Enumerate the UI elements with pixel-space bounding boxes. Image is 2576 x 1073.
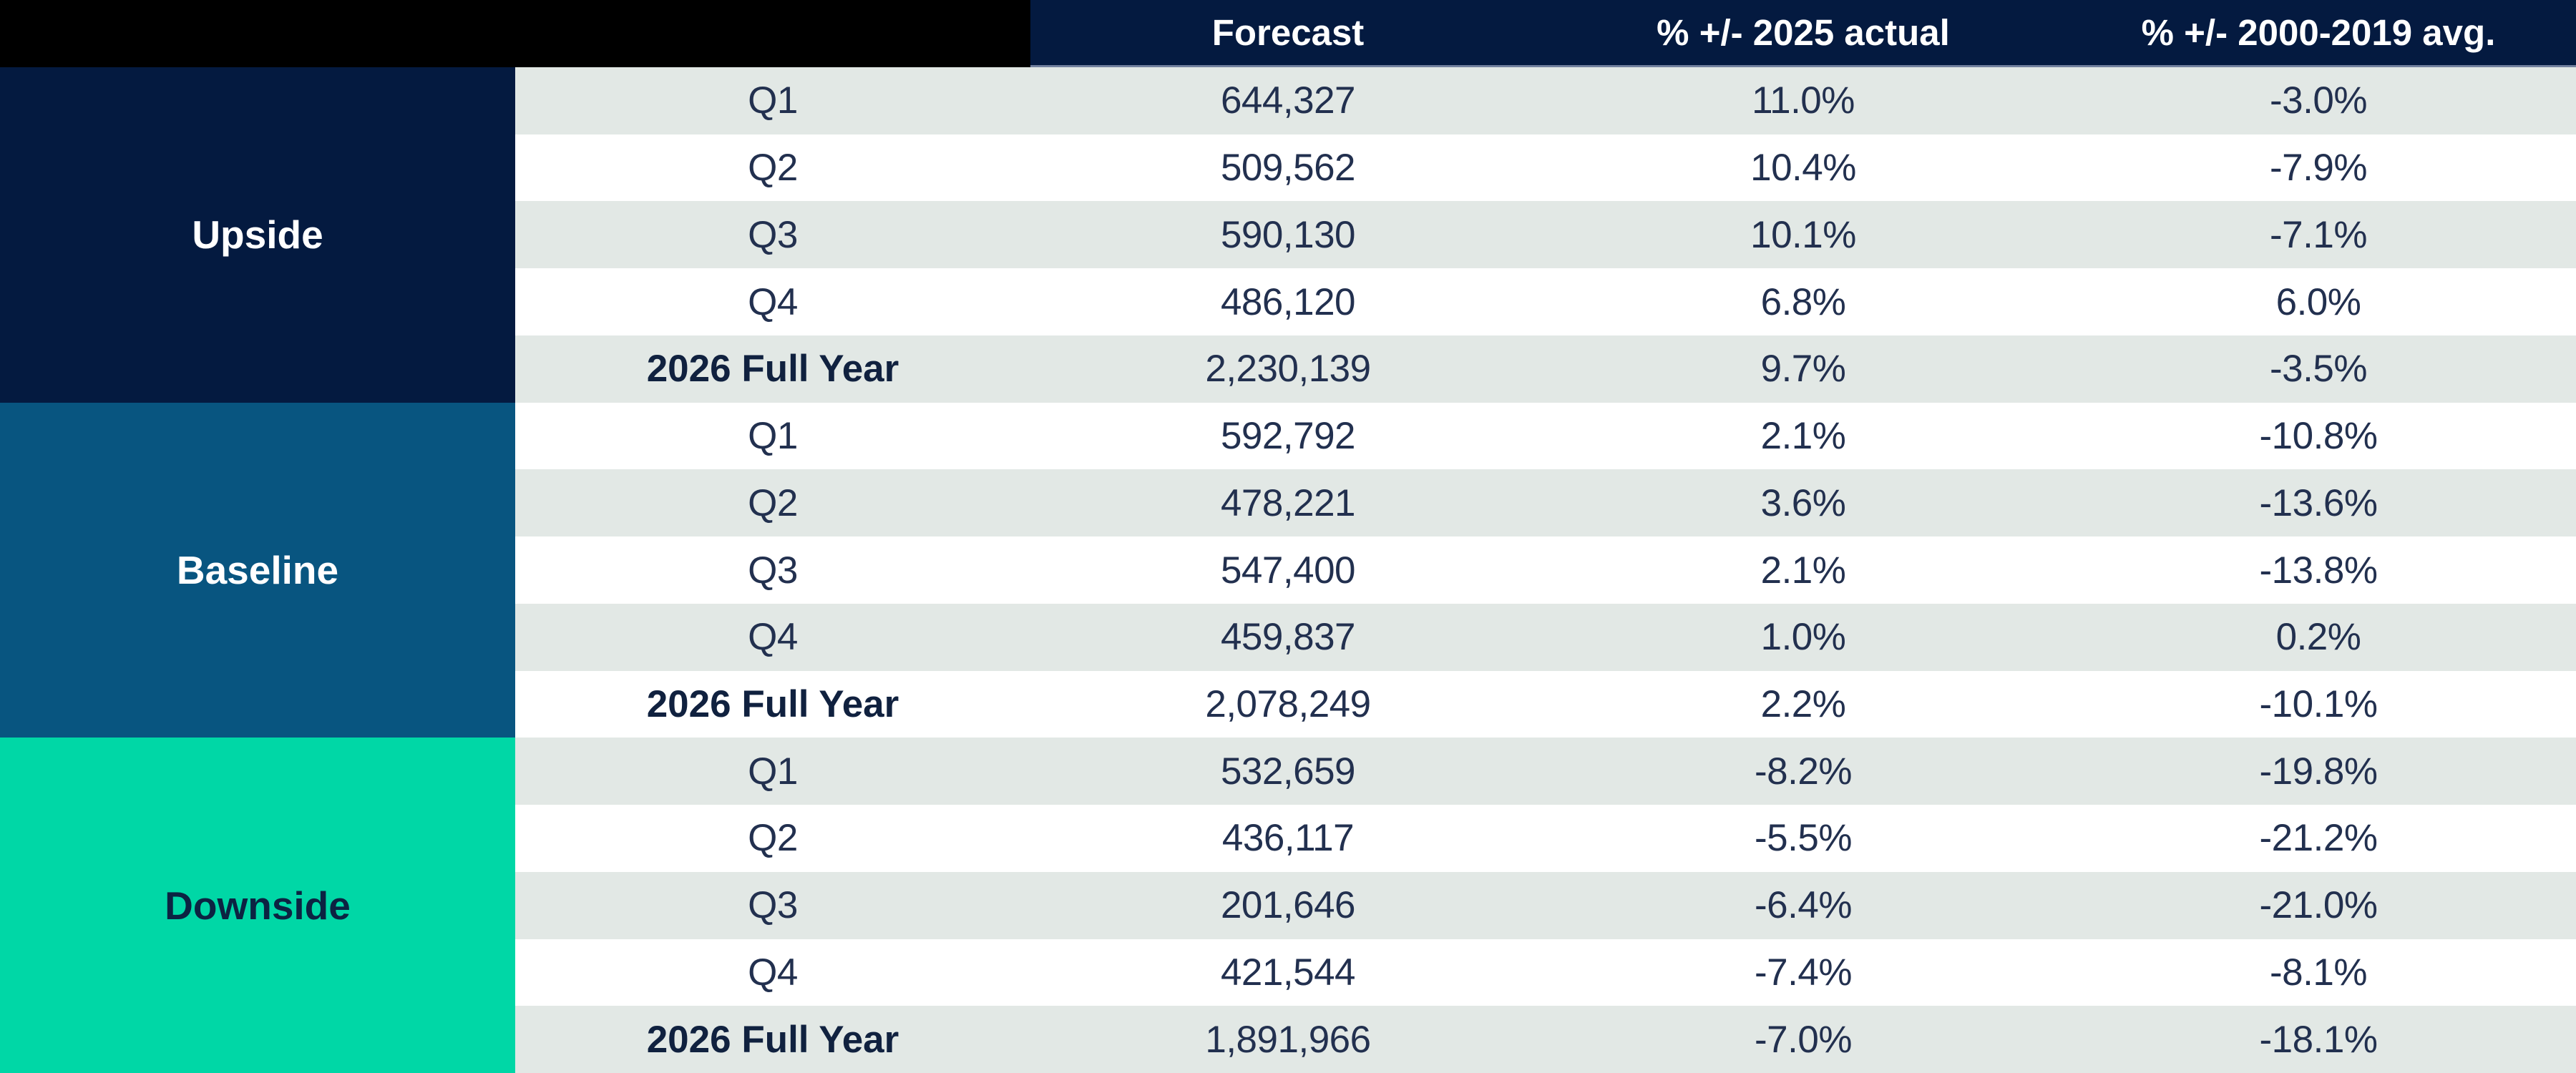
pct-vs-2025-cell: -6.4% — [1755, 884, 1852, 927]
pct-vs-avg-cell: -7.1% — [2270, 213, 2367, 256]
pct-vs-2025-cell: 9.7% — [1760, 348, 1846, 391]
scenario-label-downside: Downside — [0, 738, 515, 1073]
table-row: Q1 532,659 -8.2% -19.8% — [515, 738, 2576, 805]
period-cell: Q2 — [748, 817, 798, 860]
forecast-cell: 421,544 — [1220, 951, 1356, 994]
scenario-label-column: Upside Baseline Downside — [0, 67, 515, 1073]
table-row: Q3 201,646 -6.4% -21.0% — [515, 871, 2576, 939]
pct-vs-avg-cell: -3.5% — [2270, 348, 2367, 391]
forecast-cell: 459,837 — [1220, 616, 1356, 659]
forecast-cell: 1,891,966 — [1205, 1018, 1371, 1061]
forecast-cell: 590,130 — [1220, 213, 1356, 256]
period-cell: Q3 — [748, 213, 798, 256]
pct-vs-avg-cell: -19.8% — [2259, 750, 2378, 793]
table-header-row: Forecast % +/- 2025 actual % +/- 2000-20… — [0, 0, 2576, 67]
period-cell: 2026 Full Year — [646, 682, 899, 725]
forecast-cell: 201,646 — [1220, 884, 1356, 927]
forecast-cell: 592,792 — [1220, 415, 1356, 458]
period-cell: Q4 — [748, 951, 798, 994]
pct-vs-avg-cell: -21.2% — [2259, 817, 2378, 860]
table-row: 2026 Full Year 2,230,139 9.7% -3.5% — [515, 335, 2576, 403]
pct-vs-2025-cell: 6.8% — [1760, 280, 1846, 323]
table-row: Q1 592,792 2.1% -10.8% — [515, 402, 2576, 470]
pct-vs-avg-cell: -10.1% — [2259, 682, 2378, 725]
period-cell: Q2 — [748, 147, 798, 190]
table-row: Q2 436,117 -5.5% -21.2% — [515, 805, 2576, 872]
forecast-cell: 547,400 — [1220, 549, 1356, 592]
column-header-pct-vs-2000-2019-avg: % +/- 2000-2019 avg. — [2061, 0, 2576, 67]
pct-vs-avg-cell: -7.9% — [2270, 147, 2367, 190]
table-row: 2026 Full Year 1,891,966 -7.0% -18.1% — [515, 1006, 2576, 1073]
forecast-cell: 532,659 — [1220, 750, 1356, 793]
period-cell: Q1 — [748, 750, 798, 793]
forecast-cell: 2,230,139 — [1205, 348, 1371, 391]
column-header-forecast: Forecast — [1030, 0, 1546, 67]
pct-vs-2025-cell: -7.0% — [1755, 1018, 1852, 1061]
forecast-cell: 644,327 — [1220, 79, 1356, 122]
scenario-label-baseline: Baseline — [0, 402, 515, 738]
pct-vs-2025-cell: 2.1% — [1760, 549, 1846, 592]
pct-vs-avg-cell: 6.0% — [2275, 280, 2361, 323]
table-row: Q4 421,544 -7.4% -8.1% — [515, 939, 2576, 1006]
period-cell: 2026 Full Year — [646, 348, 899, 391]
pct-vs-2025-cell: -8.2% — [1755, 750, 1852, 793]
table-row: Q3 547,400 2.1% -13.8% — [515, 536, 2576, 604]
pct-vs-2025-cell: 2.1% — [1760, 415, 1846, 458]
pct-vs-2025-cell: 1.0% — [1760, 616, 1846, 659]
period-cell: Q4 — [748, 280, 798, 323]
pct-vs-avg-cell: -13.6% — [2259, 481, 2378, 524]
scenario-label-upside: Upside — [0, 67, 515, 403]
period-cell: Q1 — [748, 415, 798, 458]
table-row: 2026 Full Year 2,078,249 2.2% -10.1% — [515, 670, 2576, 738]
table-row: Q4 459,837 1.0% 0.2% — [515, 603, 2576, 671]
period-cell: Q4 — [748, 616, 798, 659]
forecast-cell: 436,117 — [1221, 817, 1355, 860]
pct-vs-avg-cell: -13.8% — [2259, 549, 2378, 592]
pct-vs-avg-cell: -21.0% — [2259, 884, 2378, 927]
pct-vs-2025-cell: -7.4% — [1755, 951, 1852, 994]
header-corner-black — [0, 0, 1030, 67]
forecast-cell: 2,078,249 — [1205, 682, 1371, 725]
forecast-cell: 478,221 — [1220, 481, 1356, 524]
table-row: Q4 486,120 6.8% 6.0% — [515, 268, 2576, 335]
pct-vs-2025-cell: 11.0% — [1752, 79, 1855, 122]
pct-vs-2025-cell: 2.2% — [1760, 682, 1846, 725]
pct-vs-2025-cell: 3.6% — [1760, 481, 1846, 524]
pct-vs-avg-cell: -18.1% — [2259, 1018, 2378, 1061]
pct-vs-avg-cell: -10.8% — [2259, 415, 2378, 458]
period-cell: 2026 Full Year — [646, 1018, 899, 1061]
table-rows: Q1 644,327 11.0% -3.0% Q2 509,562 10.4% … — [515, 67, 2576, 1073]
table-row: Q2 478,221 3.6% -13.6% — [515, 469, 2576, 537]
period-cell: Q3 — [748, 884, 798, 927]
table-row: Q3 590,130 10.1% -7.1% — [515, 201, 2576, 269]
pct-vs-2025-cell: 10.1% — [1750, 213, 1856, 256]
pct-vs-2025-cell: 10.4% — [1750, 147, 1856, 190]
table-row: Q2 509,562 10.4% -7.9% — [515, 134, 2576, 202]
forecast-cell: 509,562 — [1220, 147, 1356, 190]
pct-vs-avg-cell: 0.2% — [2275, 616, 2361, 659]
table-row: Q1 644,327 11.0% -3.0% — [515, 67, 2576, 134]
table-body: Upside Baseline Downside Q1 644,327 11.0… — [0, 67, 2576, 1073]
forecast-cell: 486,120 — [1220, 280, 1356, 323]
pct-vs-avg-cell: -8.1% — [2270, 951, 2367, 994]
period-cell: Q2 — [748, 481, 798, 524]
pct-vs-2025-cell: -5.5% — [1755, 817, 1852, 860]
period-cell: Q3 — [748, 549, 798, 592]
pct-vs-avg-cell: -3.0% — [2270, 79, 2367, 122]
column-header-pct-vs-2025-actual: % +/- 2025 actual — [1546, 0, 2061, 67]
period-cell: Q1 — [748, 79, 798, 122]
